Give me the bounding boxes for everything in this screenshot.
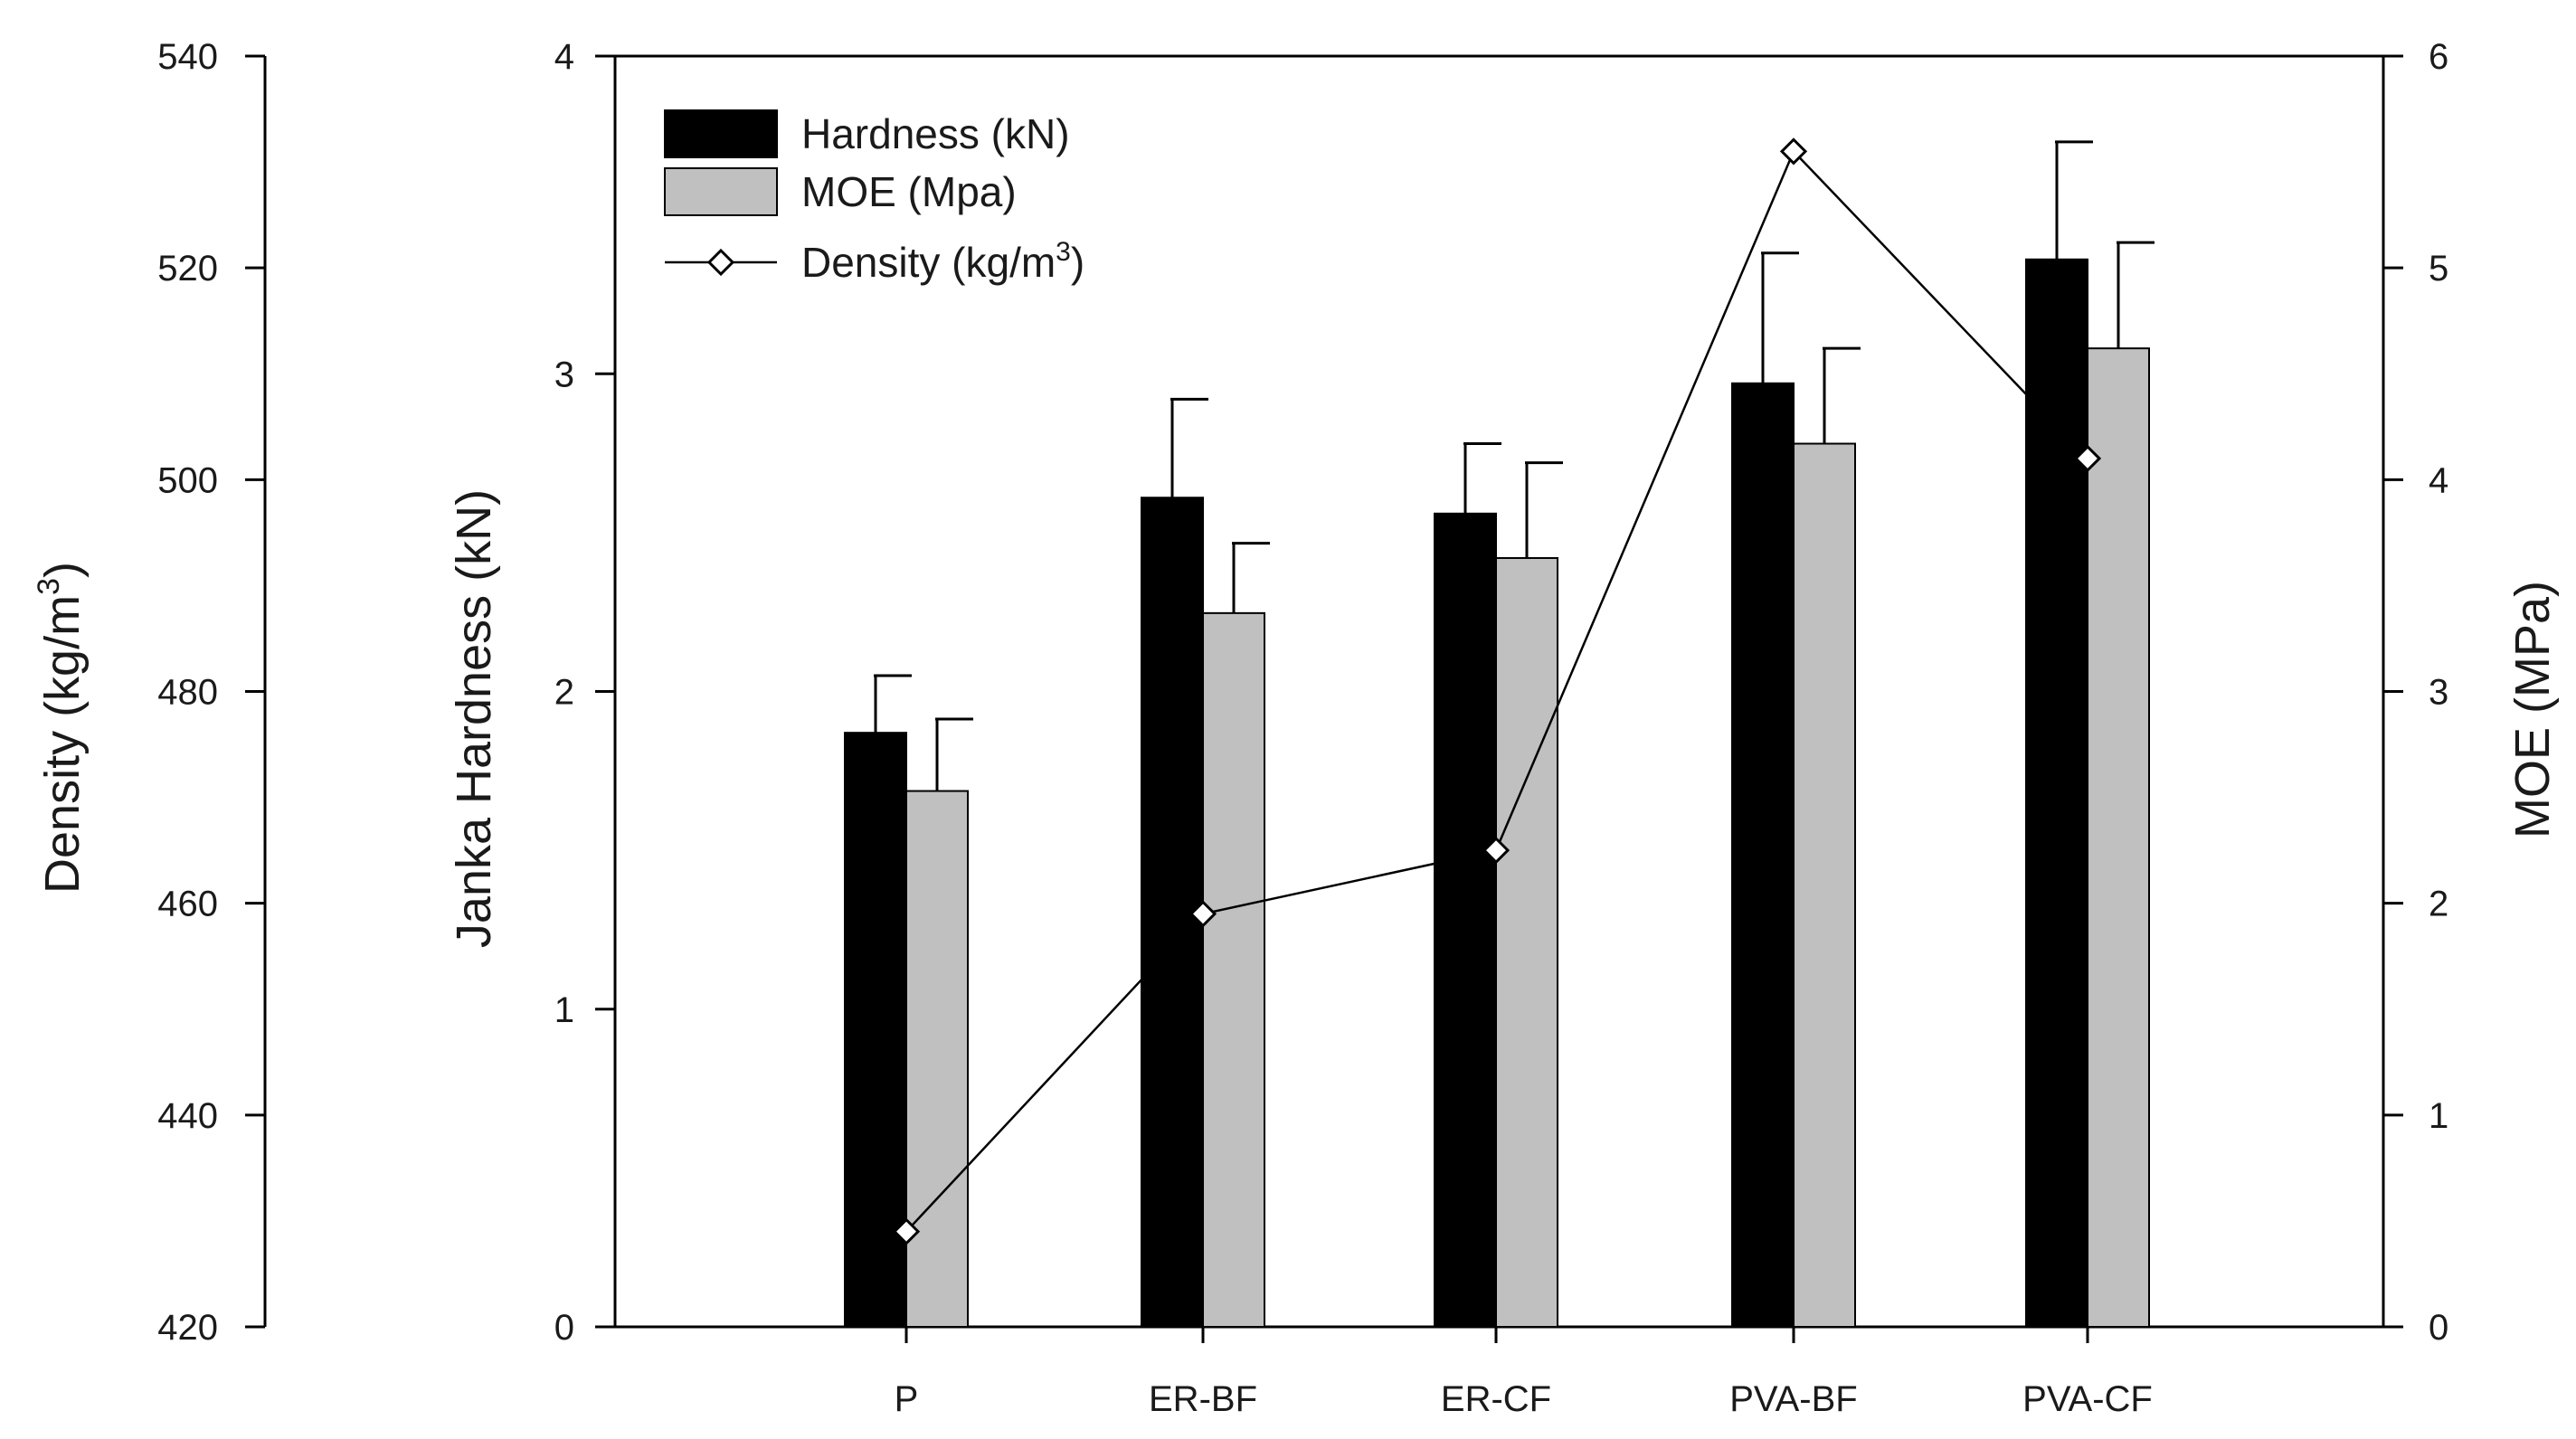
moe-tick-label: 5	[2429, 249, 2448, 289]
moe-bar	[905, 790, 969, 1328]
moe-bar	[1495, 556, 1558, 1328]
moe-axis-label: MOE (MPa)	[2505, 581, 2560, 838]
density-point	[1189, 900, 1217, 928]
density-tick-label: 500	[157, 460, 218, 500]
density-point	[1482, 837, 1511, 865]
hardness-tick-label: 4	[554, 37, 574, 77]
moe-tick-label: 1	[2429, 1096, 2448, 1136]
density-tick-label: 520	[157, 249, 218, 289]
legend-swatch-moe	[664, 167, 778, 216]
legend-label: Hardness (kN)	[801, 110, 1070, 157]
x-tick-label: ER-CF	[1441, 1379, 1551, 1419]
density-point	[2073, 444, 2102, 473]
legend-swatch-density-marker	[706, 248, 735, 277]
hardness-tick-label: 2	[554, 673, 574, 713]
moe-tick-label: 0	[2429, 1308, 2448, 1348]
x-tick-label: P	[895, 1379, 919, 1419]
hardness-tick-label: 0	[554, 1308, 574, 1348]
density-tick-label: 420	[157, 1308, 218, 1348]
hardness-tick-label: 3	[554, 355, 574, 394]
hardness-bar	[844, 732, 907, 1328]
moe-tick-label: 6	[2429, 37, 2448, 77]
density-point	[892, 1217, 921, 1245]
moe-bar	[1202, 611, 1265, 1328]
x-tick-label: PVA-BF	[1729, 1379, 1858, 1419]
density-tick-label: 540	[157, 37, 218, 77]
moe-tick-label: 4	[2429, 460, 2448, 500]
moe-tick-label: 3	[2429, 673, 2448, 713]
legend-label: Density (kg/m3)	[801, 237, 1084, 286]
hardness-bar	[1434, 512, 1497, 1328]
hardness-bar	[1731, 382, 1795, 1329]
hardness-tick-label: 1	[554, 990, 574, 1030]
hardness-bar	[2025, 258, 2088, 1328]
hardness-axis-label: Janka Hardness (kN)	[447, 489, 501, 948]
x-tick-label: PVA-CF	[2022, 1379, 2153, 1419]
legend-swatch-hardness	[664, 109, 778, 158]
density-tick-label: 440	[157, 1096, 218, 1136]
density-tick-label: 460	[157, 885, 218, 924]
x-tick-label: ER-BF	[1149, 1379, 1257, 1419]
moe-tick-label: 2	[2429, 885, 2448, 924]
moe-bar	[1793, 442, 1856, 1328]
density-tick-label: 480	[157, 673, 218, 713]
density-point	[1779, 137, 1808, 166]
density-axis-label: Density (kg/m3)	[32, 562, 90, 894]
moe-bar	[2087, 347, 2150, 1328]
legend-label: MOE (Mpa)	[801, 168, 1017, 215]
